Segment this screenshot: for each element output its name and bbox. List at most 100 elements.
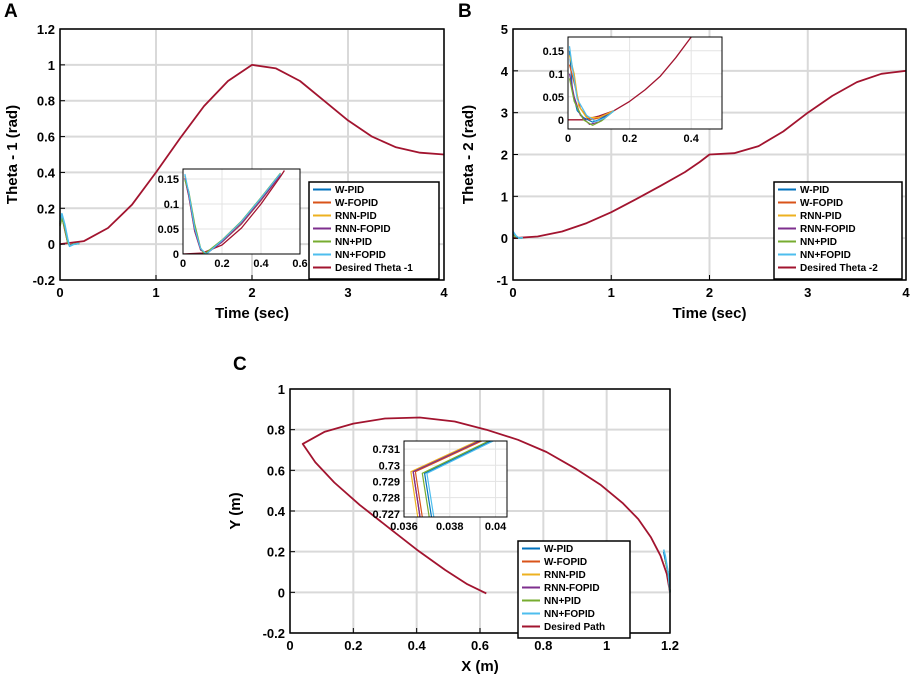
inset-y-tick-label: 0.727 [372, 509, 400, 521]
y-tick-label: 0.6 [267, 463, 285, 478]
inset-y-tick-label: 0 [173, 249, 179, 261]
legend-entry: W-FOPID [335, 198, 378, 209]
y-tick-label: 0 [278, 585, 285, 600]
inset-frame [567, 36, 723, 130]
y-tick-label: 3 [501, 106, 508, 121]
inset-series-line-nn-pid [421, 441, 489, 517]
y-tick-label: 4 [501, 64, 509, 79]
legend: W-PID W-FOPID RNN-PID RNN-FOPID NN+PID NN+FOP… [308, 181, 440, 280]
x-tick-label: 0 [509, 285, 516, 300]
series-line-nn-fopid [662, 549, 671, 593]
inset-frame [182, 168, 301, 255]
legend-box [517, 540, 631, 639]
panel-label-a: A [4, 1, 18, 22]
inset-series-line-nn-fopid [568, 46, 615, 123]
desired-curve [512, 69, 907, 240]
y-axis-label: Theta - 1 (rad) [4, 105, 21, 204]
legend-entry: NN+PID [544, 596, 581, 607]
y-tick-label: 0.4 [37, 165, 56, 180]
legend-entry: RNN-PID [800, 211, 842, 222]
legend: W-PID W-FOPID RNN-PID RNN-FOPID NN+PID NN+FOP… [517, 540, 631, 639]
x-tick-label: 2 [248, 285, 255, 300]
y-tick-label: -0.2 [263, 626, 285, 641]
inset-y-tick-label: 0.1 [549, 69, 564, 81]
inset-lines [410, 441, 494, 517]
legend: W-PID W-FOPID RNN-PID RNN-FOPID NN+PID NN+FOP… [773, 181, 903, 280]
x-tick-label: 4 [902, 285, 910, 300]
inset-x-tick-label: 0.2 [214, 258, 229, 270]
inset-x-tick-label: 0.036 [390, 521, 418, 533]
inset-x-tick-label: 0.2 [622, 133, 637, 145]
x-tick-label: 1 [608, 285, 615, 300]
inset-series-line-rnn-fopid [412, 441, 480, 517]
y-tick-label: 1 [278, 382, 285, 397]
y-tick-label: 1 [48, 58, 55, 73]
y-tick-label: 2 [501, 148, 508, 163]
x-axis-label: Time (sec) [673, 305, 747, 322]
x-tick-label: 1.2 [661, 638, 679, 653]
y-axis-label: Theta - 2 (rad) [460, 105, 477, 204]
inset-series-line-rnn-pid [410, 441, 478, 517]
legend-entry: Desired Path [544, 622, 605, 633]
panel-label-c: C [233, 354, 247, 375]
legend-entry: Desired Theta -1 [335, 263, 413, 274]
legend-entry: RNN-PID [544, 570, 586, 581]
inset-y-tick-label: 0.731 [372, 444, 400, 456]
y-tick-label: 1.2 [37, 22, 55, 37]
y-tick-label: 5 [501, 22, 508, 37]
x-tick-label: 0.2 [344, 638, 362, 653]
panel-c-axes: 0 0.2 0.4 0.6 0.8 1 1.2-0.200.20.40.60.81X (m)… [227, 382, 679, 675]
inset-plot-area [568, 37, 722, 129]
y-tick-label: -1 [496, 273, 508, 288]
legend-entry: NN+FOPID [335, 250, 386, 261]
x-axis-label: Time (sec) [215, 305, 289, 322]
inset-frame [403, 440, 508, 518]
inset-axes: 0 0.2 0.4 0 0.05 0.1 0.15 [543, 36, 723, 145]
inset-x-tick-label: 0.6 [292, 258, 307, 270]
inset-series-line-nn-fopid [426, 441, 494, 517]
legend-box [773, 181, 903, 280]
desired-curve [301, 416, 671, 595]
legend-entry: NN+PID [800, 237, 837, 248]
x-tick-label: 0 [286, 638, 293, 653]
inset-axes: 0.036 0.038 0.04 0.727 0.728 0.729 0.73 0.731 [372, 440, 508, 533]
inset-series-line-nn-fopid [184, 173, 281, 254]
series-line-nn-fopid [512, 231, 523, 239]
inset-y-tick-label: 0.05 [158, 224, 179, 236]
inset-y-tick-label: 0.15 [543, 46, 564, 58]
y-tick-label: -0.2 [33, 273, 55, 288]
inset-lines [568, 37, 692, 126]
legend-entry: W-PID [544, 544, 573, 555]
inset-y-tick-label: 0.15 [158, 174, 179, 186]
x-axis-label: X (m) [461, 658, 499, 675]
inset-y-tick-label: 0.1 [164, 199, 179, 211]
inset-series-line-w-fopid [414, 441, 483, 517]
legend-entry: NN+PID [335, 237, 372, 248]
x-tick-label: 1 [152, 285, 159, 300]
legend-entry: W-PID [335, 185, 364, 196]
x-tick-label: 3 [344, 285, 351, 300]
inset-y-tick-label: 0.73 [379, 460, 400, 472]
inset-x-tick-label: 0 [565, 133, 571, 145]
y-tick-label: 0.8 [267, 423, 285, 438]
y-axis-label: Y (m) [227, 492, 244, 529]
y-tick-label: 0.2 [267, 545, 285, 560]
y-tick-label: 0.8 [37, 94, 55, 109]
legend-entry: NN+FOPID [544, 609, 595, 620]
inset-x-tick-label: 0.4 [253, 258, 269, 270]
x-tick-label: 3 [804, 285, 811, 300]
y-tick-label: 0.4 [267, 504, 286, 519]
legend-entry: Desired Theta -2 [800, 263, 878, 274]
x-tick-label: 0.8 [534, 638, 552, 653]
inset-y-tick-label: 0.729 [372, 476, 400, 488]
x-tick-label: 0.4 [408, 638, 427, 653]
inset-y-tick-label: 0.728 [372, 493, 400, 505]
legend-entry: RNN-FOPID [335, 224, 391, 235]
inset-x-tick-label: 0 [180, 258, 186, 270]
legend-entry: RNN-FOPID [800, 224, 856, 235]
x-tick-label: 0 [56, 285, 63, 300]
